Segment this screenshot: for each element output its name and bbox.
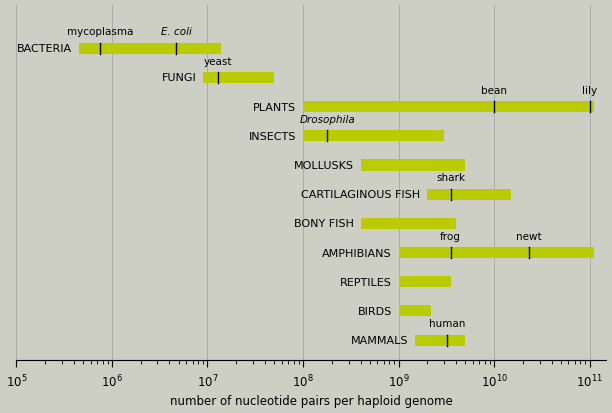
Text: newt: newt <box>516 231 542 241</box>
X-axis label: number of nucleotide pairs per haploid genome: number of nucleotide pairs per haploid g… <box>170 394 453 408</box>
Text: INSECTS: INSECTS <box>249 131 296 142</box>
Text: lily: lily <box>582 85 597 95</box>
Text: shark: shark <box>436 173 465 183</box>
Text: human: human <box>428 318 465 328</box>
Text: CARTILAGINOUS FISH: CARTILAGINOUS FISH <box>302 190 420 200</box>
Text: BONY FISH: BONY FISH <box>294 219 354 229</box>
Text: FUNGI: FUNGI <box>162 74 196 83</box>
Text: E. coli: E. coli <box>161 27 192 37</box>
Text: PLANTS: PLANTS <box>253 102 296 112</box>
Text: MOLLUSKS: MOLLUSKS <box>294 161 354 171</box>
Text: mycoplasma: mycoplasma <box>67 27 133 37</box>
Text: MAMMALS: MAMMALS <box>351 335 409 345</box>
Text: AMPHIBIANS: AMPHIBIANS <box>322 248 392 258</box>
Text: BIRDS: BIRDS <box>357 306 392 316</box>
Text: frog: frog <box>440 231 461 241</box>
Text: yeast: yeast <box>204 57 233 66</box>
Text: bean: bean <box>481 85 507 95</box>
Text: Drosophila: Drosophila <box>299 114 355 125</box>
Text: REPTILES: REPTILES <box>340 277 392 287</box>
Text: BACTERIA: BACTERIA <box>17 44 72 54</box>
